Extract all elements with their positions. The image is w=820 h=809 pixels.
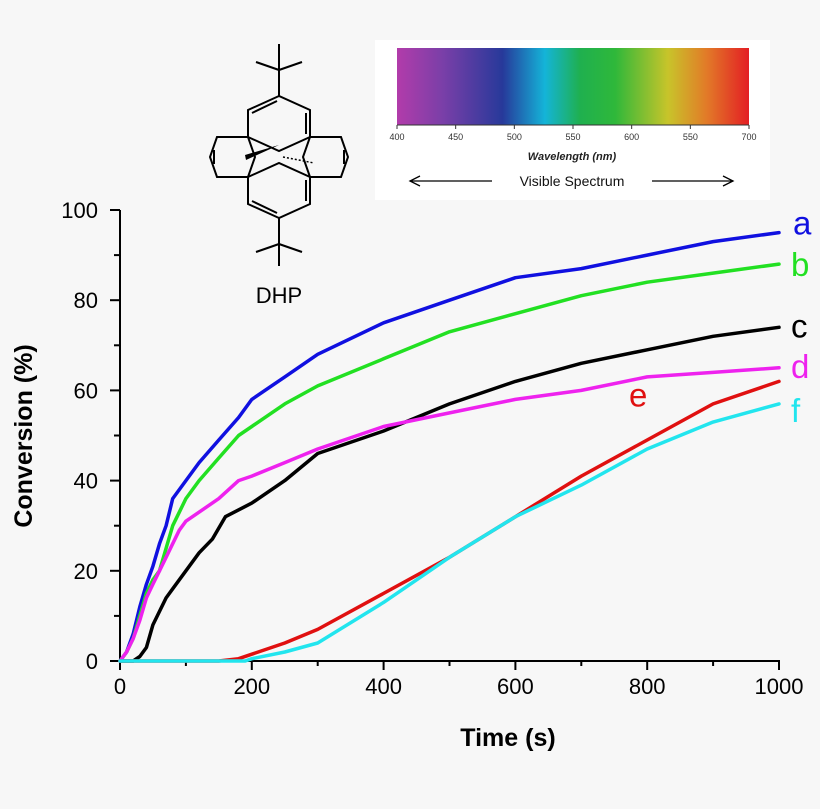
x-tick-label: 1000 xyxy=(755,674,804,699)
y-tick-label: 100 xyxy=(61,198,98,223)
x-tick-label: 800 xyxy=(629,674,666,699)
spectrum-tick-label: 500 xyxy=(507,132,522,142)
series-label-d: d xyxy=(791,348,809,385)
series-line-a xyxy=(118,230,781,663)
spectrum-tick-label: 450 xyxy=(448,132,463,142)
x-tick-label: 600 xyxy=(497,674,534,699)
spectrum-ticks: 400 450 500 550 600 550 700 xyxy=(389,125,757,142)
spectrum-tick-label: 600 xyxy=(624,132,639,142)
y-axis-title: Conversion (%) xyxy=(10,344,38,527)
x-tick-label: 0 xyxy=(114,674,126,699)
series-line-b xyxy=(118,262,781,663)
spectrum-caption: Visible Spectrum xyxy=(520,173,625,189)
series-line-e xyxy=(118,379,781,663)
x-axis-title: Time (s) xyxy=(460,724,555,752)
series-line-f xyxy=(118,402,781,663)
double-arrow xyxy=(408,175,735,187)
series-label-a: a xyxy=(793,205,812,242)
y-tick-label: 40 xyxy=(74,469,98,494)
series-label-c: c xyxy=(791,307,808,344)
x-tick-label: 400 xyxy=(365,674,402,699)
spectrum-axis-title: Wavelength (nm) xyxy=(528,151,617,163)
y-tick-label: 60 xyxy=(74,378,98,403)
spectrum-tick-label: 550 xyxy=(565,132,580,142)
series-lines xyxy=(118,230,781,663)
y-tick-label: 20 xyxy=(74,559,98,584)
spectrum-gradient-bar xyxy=(397,48,749,125)
spectrum-tick-label: 400 xyxy=(389,132,404,142)
spectrum-tick-label: 700 xyxy=(741,132,756,142)
x-tick-label: 200 xyxy=(233,674,270,699)
visible-spectrum-inset: 400 450 500 550 600 550 700 Wavelength (nm) Vi… xyxy=(375,40,770,200)
y-tick-label: 80 xyxy=(74,288,98,313)
dhp-label: DHP xyxy=(256,283,302,308)
series-line-d xyxy=(118,366,781,663)
series-label-b: b xyxy=(791,246,809,283)
y-ticks: 0 20 40 60 80 100 xyxy=(61,198,120,674)
dhp-molecule-structure xyxy=(208,44,350,266)
series-line-c xyxy=(118,325,781,663)
series-label-f: f xyxy=(791,392,801,429)
series-label-e: e xyxy=(629,376,647,413)
x-ticks: 0 200 400 600 800 1000 xyxy=(114,661,804,699)
y-tick-label: 0 xyxy=(86,649,98,674)
methyl-wedge-bonds xyxy=(245,145,315,164)
spectrum-tick-label: 550 xyxy=(683,132,698,142)
